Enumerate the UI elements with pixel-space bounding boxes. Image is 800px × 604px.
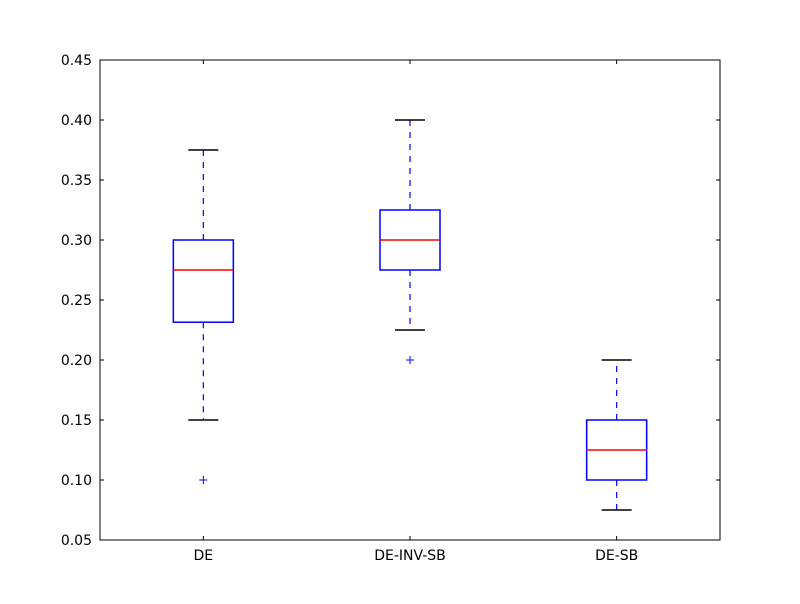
x-category-label: DE-INV-SB (374, 548, 446, 564)
box-group-de (172, 149, 235, 484)
x-category-label: DE (194, 548, 214, 564)
y-tick-label: 0.05 (61, 533, 92, 549)
y-tick-label: 0.45 (61, 53, 92, 69)
x-axis-labels: DE DE-INV-SB DE-SB (194, 548, 639, 564)
x-category-label: DE-SB (595, 548, 638, 564)
y-tick-label: 0.15 (61, 413, 92, 429)
outlier-marker (406, 356, 414, 364)
plot-area-frame (99, 59, 721, 541)
y-axis-ticks: 0.05 0.10 0.15 0.20 0.25 0.30 0.35 0.40 0.45 (61, 53, 720, 549)
y-tick-label: 0.10 (61, 473, 92, 489)
box-group-de-sb (585, 359, 648, 511)
y-tick-label: 0.20 (61, 353, 92, 369)
y-tick-label: 0.30 (61, 233, 92, 249)
box-series (172, 119, 648, 511)
y-tick-label: 0.40 (61, 113, 92, 129)
y-tick-label: 0.35 (61, 173, 92, 189)
y-tick-label: 0.25 (61, 293, 92, 309)
iqr-box (172, 239, 235, 323)
outlier-marker (199, 476, 208, 484)
box-group-de-inv-sb (379, 119, 441, 364)
